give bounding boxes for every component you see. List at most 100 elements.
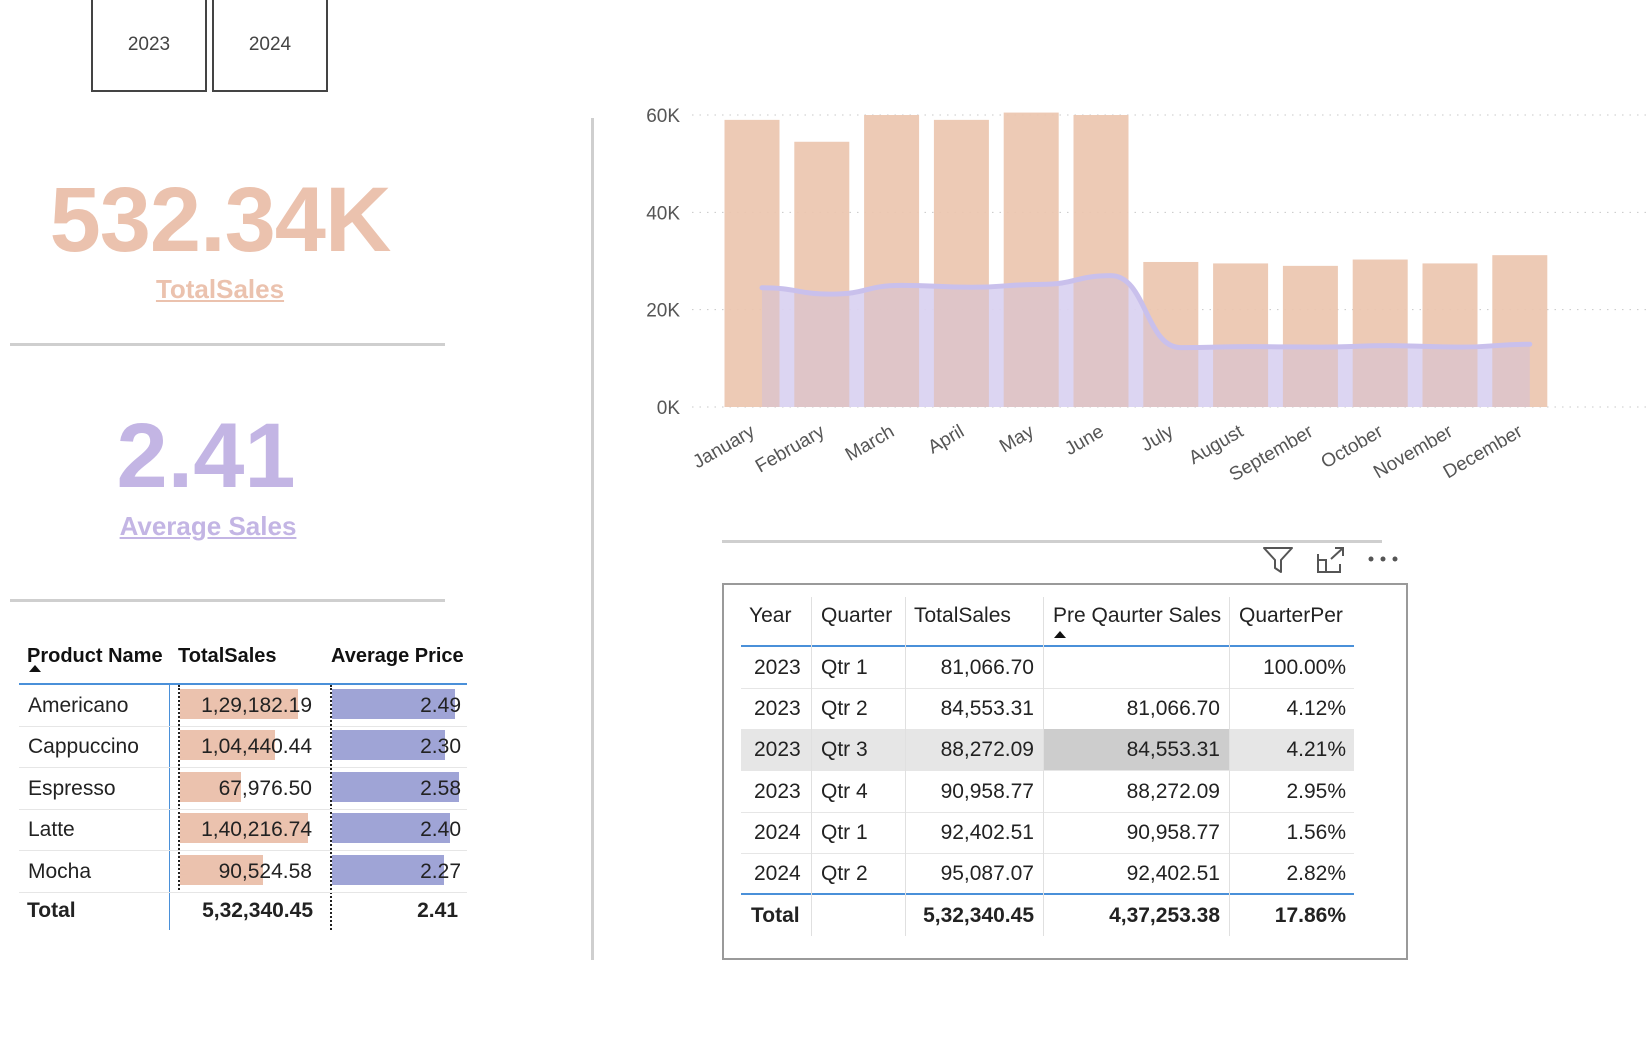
column-divider [330, 685, 332, 930]
pre-quarter-sales-cell: 90,958.77 [1126, 820, 1220, 844]
bar-june[interactable] [1073, 115, 1129, 407]
year-slicer-2024[interactable]: 2024 [212, 0, 328, 92]
table-row[interactable]: 2023 Qtr 4 90,958.77 88,272.09 2.95% [741, 771, 1354, 813]
total-sales-cell: 88,272.09 [940, 738, 1034, 762]
average-price-cell: 2.58 [332, 771, 467, 805]
total-sales-databar [180, 771, 242, 802]
average-price-cell: 2.40 [332, 813, 467, 846]
x-tick-label: July [1138, 421, 1178, 456]
kpi-total-sales-label[interactable]: TotalSales [155, 274, 285, 304]
pre-quarter-sales-cell: 81,066.70 [1126, 697, 1220, 721]
column-header-product-name[interactable]: Product Name [27, 645, 163, 667]
column-header-average-price[interactable]: Average Price [331, 645, 464, 667]
table-row[interactable]: 2024 Qtr 1 92,402.51 90,958.77 1.56% [741, 812, 1354, 854]
line-series[interactable] [759, 273, 1533, 351]
total-sales: 5,32,340.45 [923, 904, 1034, 927]
column-divider [905, 597, 906, 936]
table-row[interactable]: 2023 Qtr 1 81,066.70 100.00% [741, 647, 1354, 689]
x-tick-label: December [1440, 421, 1527, 483]
table-row[interactable]: 2024 Qtr 2 95,087.07 92,402.51 2.82% [741, 853, 1354, 895]
quarter-cell: Qtr 2 [821, 862, 868, 885]
total-sales-cell: 90,524.58 [180, 854, 318, 888]
quarter-per-cell: 2.95% [1286, 779, 1346, 803]
y-tick-label: 0K [657, 398, 681, 419]
column-header-pre-quarter-sales[interactable]: Pre Qaurter Sales [1053, 604, 1222, 627]
total-sales-cell: 90,958.77 [940, 779, 1034, 803]
total-sales: 5,32,340.45 [202, 899, 313, 922]
total-sales-cell: 67,976.50 [180, 771, 318, 805]
year-cell: 2024 [754, 820, 801, 844]
table-row[interactable]: 2023 Qtr 2 84,553.31 81,066.70 4.12% [741, 688, 1354, 731]
total-sales-cell: 1,29,182.19 [180, 689, 318, 722]
filter-icon[interactable] [1262, 545, 1294, 575]
average-price-databar [332, 813, 451, 844]
average-price-databar [332, 730, 446, 761]
bar-march[interactable] [864, 115, 920, 407]
kpi-average-sales-label[interactable]: Average Sales [119, 511, 297, 541]
table-row[interactable]: Americano 1,29,182.19 2.49 [19, 685, 467, 727]
quarter-per-cell: 4.21% [1286, 738, 1346, 762]
average-price-databar [332, 771, 459, 802]
y-tick-label: 40K [646, 203, 680, 224]
table-row[interactable]: Cappuccino 1,04,440.44 2.30 [19, 726, 467, 769]
column-header-quarter[interactable]: Quarter [821, 604, 893, 627]
table-row[interactable]: 2023 Qtr 3 88,272.09 84,553.31 4.21% [741, 729, 1354, 772]
focus-mode-icon[interactable] [1316, 546, 1346, 574]
bar-april[interactable] [933, 119, 989, 407]
quarter-per-cell: 1.56% [1286, 820, 1346, 844]
more-options-icon[interactable] [1366, 552, 1400, 566]
bar-august[interactable] [1213, 263, 1269, 407]
visual-header-rule [722, 540, 1382, 543]
product-name: Mocha [28, 859, 92, 883]
column-header-year[interactable]: Year [749, 604, 792, 627]
total-label: Total [751, 904, 800, 927]
average-price-value: 2.40 [420, 818, 461, 842]
total-overline [741, 893, 1354, 895]
bar-november[interactable] [1422, 263, 1478, 407]
x-tick-label: March [842, 421, 898, 466]
bar-july[interactable] [1143, 261, 1199, 407]
bar-january[interactable] [724, 119, 780, 407]
total-sales-databar [180, 813, 308, 844]
x-tick-label: February [752, 421, 829, 477]
table-row[interactable]: Mocha 90,524.58 2.27 [19, 851, 467, 893]
total-row: Total 5,32,340.45 2.41 [19, 893, 467, 930]
total-sales-cell: 1,40,216.74 [180, 813, 318, 846]
x-tick-label: January [689, 421, 758, 473]
column-header-quarter-per[interactable]: QuarterPer [1239, 604, 1343, 627]
table-row[interactable]: Espresso 67,976.50 2.58 [19, 768, 467, 810]
column-header-total-sales[interactable]: TotalSales [914, 604, 1011, 627]
sort-ascending-icon [1054, 631, 1066, 638]
header-underline [19, 683, 467, 685]
table-row[interactable]: Latte 1,40,216.74 2.40 [19, 809, 467, 852]
column-divider [1229, 597, 1230, 936]
total-quarter-per: 17.86% [1274, 904, 1346, 927]
quarter-cell: Qtr 1 [821, 656, 868, 679]
column-divider [169, 685, 170, 930]
bar-december[interactable] [1492, 255, 1548, 407]
column-divider [811, 597, 812, 936]
bar-october[interactable] [1352, 259, 1408, 407]
total-pre-quarter-sales: 4,37,253.38 [1109, 904, 1220, 927]
bar-february[interactable] [794, 141, 850, 407]
product-name: Latte [28, 818, 75, 842]
header-underline [741, 645, 1354, 647]
x-tick-label: June [1061, 421, 1107, 460]
bar-may[interactable] [1003, 112, 1059, 408]
product-name: Espresso [28, 776, 116, 800]
average-price-value: 2.49 [420, 694, 461, 717]
year-slicer-2023[interactable]: 2023 [91, 0, 207, 92]
sort-ascending-icon [29, 665, 41, 672]
total-sales-databar [180, 689, 298, 719]
bar-september[interactable] [1282, 265, 1338, 407]
total-sales-value: 67,976.50 [218, 776, 312, 800]
slicer-label: 2024 [248, 34, 292, 55]
column-header-total-sales[interactable]: TotalSales [178, 645, 277, 667]
total-sales-value: 1,04,440.44 [201, 735, 312, 759]
divider [10, 343, 445, 346]
average-price-value: 2.27 [420, 859, 461, 883]
average-price-cell: 2.27 [332, 854, 467, 888]
total-row: Total 5,32,340.45 4,37,253.38 17.86% [741, 895, 1354, 936]
total-sales-cell: 95,087.07 [940, 862, 1034, 885]
